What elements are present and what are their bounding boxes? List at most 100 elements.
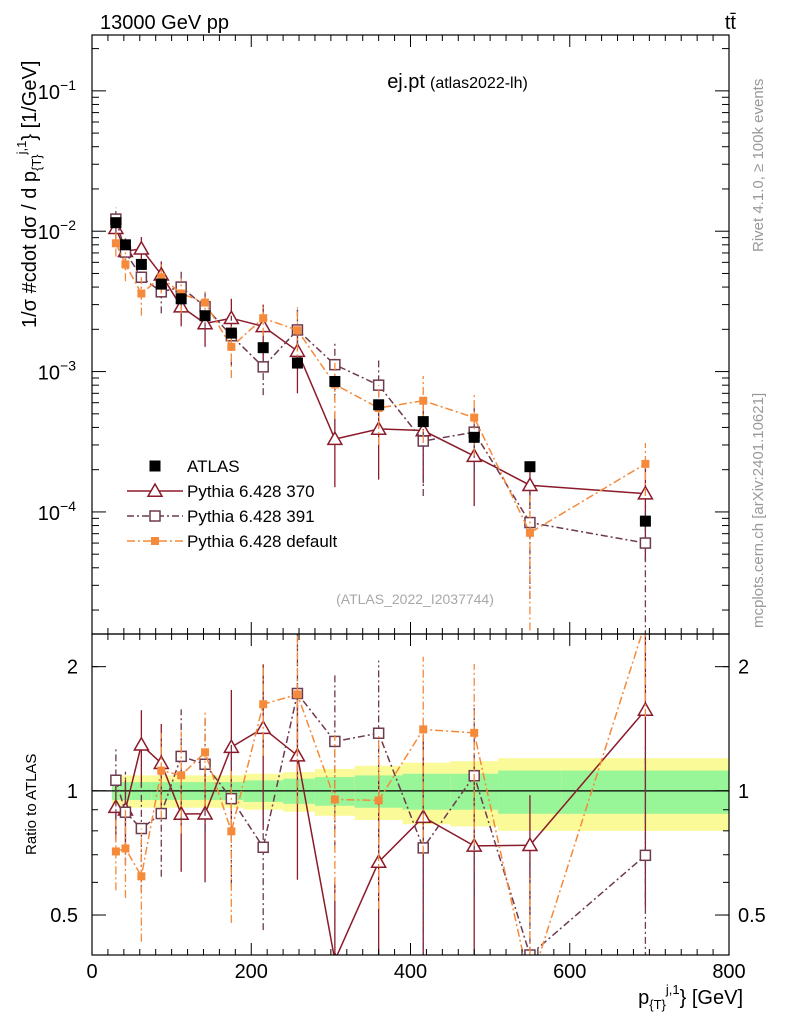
y-tick-label: 10−3 — [38, 358, 76, 385]
y-axis-label: 1/σ #cdot dσ / d p{T}j,1} [1/GeV] — [14, 61, 44, 328]
y-tick-exponent: −1 — [60, 77, 76, 93]
ratio-point-pdef — [227, 827, 236, 836]
ratio-point-p370 — [133, 736, 150, 751]
x-tick-label: 600 — [553, 961, 586, 983]
point-pdef — [641, 459, 650, 468]
series-ratio-pdef — [111, 634, 647, 955]
atlas-data-point — [373, 399, 385, 411]
series-layer — [107, 207, 654, 955]
point-pdef — [111, 239, 120, 248]
atlas-data-point — [110, 217, 122, 229]
atlas-data-point — [175, 293, 187, 305]
atlas-data-point — [329, 375, 341, 387]
y-tick-label: 10−2 — [38, 217, 76, 244]
y-tick-base: 10 — [38, 222, 60, 244]
point-pdef — [201, 298, 210, 307]
legend: ATLAS Pythia 6.428 370 Pythia 6.428 391 Pyt… — [127, 457, 338, 551]
ratio-point-pdef — [111, 847, 120, 856]
x-axis-label-sub: {T} — [649, 997, 666, 1012]
atlas-data-point — [524, 461, 536, 473]
atlas-data-point — [639, 515, 651, 527]
legend-label: Pythia 6.428 391 — [187, 507, 315, 526]
ratio-point-p391 — [110, 774, 122, 787]
ratio-line-p370 — [115, 709, 646, 955]
point-pdef — [157, 273, 166, 282]
plot-title: ej.pt — [387, 71, 425, 93]
point-pdef — [227, 342, 236, 351]
x-axis-label: p{T}j,1} [GeV] — [638, 982, 743, 1012]
point-pdef — [470, 413, 479, 422]
ratio-y-axis-label: Ratio to ATLAS — [23, 754, 40, 855]
point-pdef — [293, 326, 302, 335]
x-axis-label-sup: j,1 — [665, 982, 680, 997]
atlas-data-point — [119, 239, 131, 251]
ratio-point-p391 — [372, 727, 385, 739]
legend-marker — [149, 460, 161, 472]
legend-label: Pythia 6.428 370 — [187, 482, 315, 501]
ratio-point-pdef — [137, 872, 146, 881]
legend-entry: Pythia 6.428 370 — [127, 482, 315, 501]
x-tick-label: 0 — [86, 961, 97, 983]
ratio-point-p370 — [370, 853, 387, 868]
atlas-data-point — [155, 278, 167, 290]
plot-subtitle: (atlas2022-lh) — [430, 75, 528, 92]
atlas-data-point — [468, 431, 480, 443]
y-tick-label: 10−4 — [38, 498, 76, 525]
y-axis-label-sup: j,1 — [14, 141, 29, 156]
ratio-point-pdef — [470, 728, 479, 737]
header-left: 13000 GeV pp — [100, 12, 229, 34]
x-tick-label: 800 — [712, 961, 745, 983]
header-right: tt̄ — [725, 12, 737, 34]
legend-entry: ATLAS — [149, 457, 240, 476]
y-tick-exponent: −2 — [60, 217, 76, 233]
point-p391 — [639, 537, 652, 549]
point-p391 — [257, 361, 269, 373]
y-tick-exponent: −3 — [60, 358, 76, 374]
legend-entry: Pythia 6.428 default — [127, 532, 338, 551]
atlas-data-point — [257, 342, 269, 354]
atlas-data-point — [417, 416, 429, 428]
y-tick-base: 10 — [38, 82, 60, 104]
point-pdef — [259, 314, 268, 323]
y-axis-label-main: 1/σ #cdot dσ / d p — [19, 171, 41, 328]
legend-marker — [146, 482, 164, 497]
ratio-point-p370 — [521, 836, 539, 852]
ratio-point-p391 — [639, 849, 652, 862]
series-line-p370 — [115, 227, 646, 495]
point-pdef — [525, 528, 534, 537]
mcplots-label: mcplots.cern.ch [arXiv:2401.10621] — [750, 393, 767, 628]
ratio-band-inner — [402, 773, 451, 810]
atlas-data-point — [291, 357, 303, 369]
ratio-y-tick-label-right: 1 — [738, 781, 749, 803]
x-tick-label: 200 — [235, 961, 268, 983]
ratio-point-pdef — [293, 690, 302, 699]
ratio-point-pdef — [259, 700, 268, 709]
x-tick-label: 400 — [394, 961, 427, 983]
series-main-pdef — [111, 232, 650, 634]
point-p370 — [326, 430, 344, 446]
y-axis-label-sub: {T} — [29, 154, 44, 171]
legend-marker — [151, 537, 159, 545]
x-axis-label-unit: } [GeV] — [680, 987, 743, 1009]
ratio-point-pdef — [330, 795, 339, 804]
legend-label: ATLAS — [187, 457, 240, 476]
legend-label: Pythia 6.428 default — [187, 532, 338, 551]
y-tick-base: 10 — [38, 363, 60, 385]
data-layer — [110, 217, 651, 527]
atlas-data-point — [135, 258, 147, 270]
ratio-y-tick-label: 2 — [67, 657, 78, 679]
point-p370 — [133, 240, 150, 255]
ratio-y-tick-label: 1 — [67, 781, 78, 803]
ratio-point-pdef — [201, 748, 210, 757]
atlas-data-point — [199, 310, 211, 322]
ratio-point-pdef — [419, 725, 428, 734]
point-pdef — [137, 289, 146, 298]
rivet-label: Rivet 4.1.0, ≥ 100k events — [750, 79, 767, 252]
point-p370 — [521, 476, 539, 492]
ratio-line-p391 — [115, 691, 646, 955]
atlas-data-point — [225, 327, 237, 339]
ratio-point-pdef — [177, 771, 186, 780]
ratio-point-p391 — [257, 841, 269, 854]
